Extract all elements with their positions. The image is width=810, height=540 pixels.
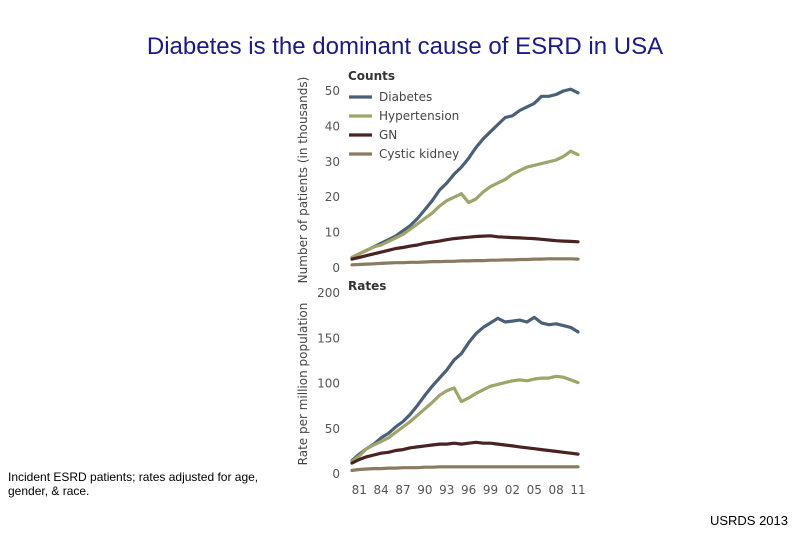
legend-label-cystic-kidney: Cystic kidney — [379, 147, 459, 161]
series-line-hypertension — [350, 374, 580, 463]
x-tick-label: 96 — [461, 483, 476, 497]
x-tick-label: 02 — [505, 483, 520, 497]
legend-label-diabetes: Diabetes — [379, 90, 432, 104]
y-tick-label: 100 — [317, 377, 340, 391]
x-tick-label: 87 — [395, 483, 410, 497]
x-tick-label: 93 — [439, 483, 454, 497]
slide-title: Diabetes is the dominant cause of ESRD i… — [146, 33, 664, 60]
x-tick-label: 90 — [417, 483, 432, 497]
figure-caption: Incident ESRD patients; rates adjusted f… — [8, 470, 259, 498]
series-line-gn — [350, 440, 580, 465]
series-line-cystic-kidney — [350, 257, 580, 267]
y-axis-label: Number of patients (in thousands) — [296, 77, 310, 284]
x-tick-label: 05 — [527, 483, 542, 497]
series-line-hypertension — [350, 149, 580, 259]
y-tick-label: 40 — [325, 119, 340, 133]
counts-panel: Counts Number of patients (in thousands) 0… — [296, 69, 580, 284]
series-line-gn — [350, 234, 580, 261]
y-tick-label: 20 — [325, 190, 340, 204]
y-tick-label: 50 — [325, 84, 340, 98]
x-tick-label: 08 — [548, 483, 563, 497]
series-line-cystic-kidney — [350, 465, 580, 472]
series-line-diabetes — [350, 315, 580, 462]
x-tick-label: 11 — [570, 483, 585, 497]
y-tick-label: 50 — [325, 422, 340, 436]
y-tick-label: 0 — [332, 467, 340, 481]
y-tick-label: 0 — [332, 261, 340, 275]
legend-label-gn: GN — [379, 128, 397, 142]
x-tick-label: 81 — [352, 483, 367, 497]
legend-label-hypertension: Hypertension — [379, 109, 459, 123]
panel-title-counts: Counts — [348, 69, 395, 83]
y-axis-label: Rate per million population — [296, 303, 310, 466]
y-tick-label: 200 — [317, 286, 340, 300]
y-tick-label: 30 — [325, 155, 340, 169]
x-tick-label: 84 — [374, 483, 389, 497]
x-tick-label: 99 — [483, 483, 498, 497]
y-tick-label: 150 — [317, 331, 340, 345]
source-credit: USRDS 2013 — [709, 513, 788, 528]
panel-title-rates: Rates — [348, 279, 386, 293]
y-tick-label: 10 — [325, 226, 340, 240]
